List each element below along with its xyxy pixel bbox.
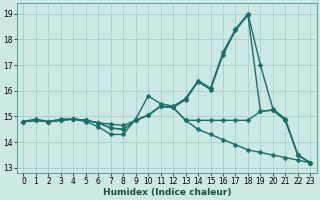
X-axis label: Humidex (Indice chaleur): Humidex (Indice chaleur) bbox=[103, 188, 231, 197]
